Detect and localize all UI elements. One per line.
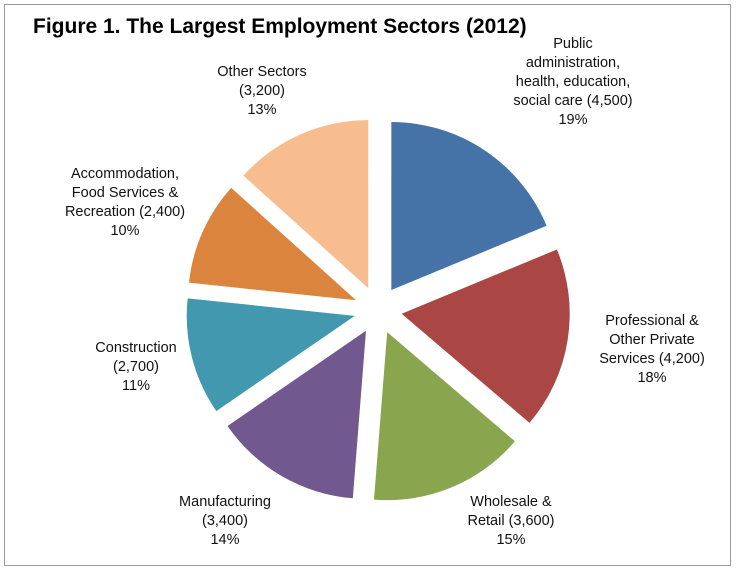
slice-label-line: Retail (3,600) bbox=[467, 513, 554, 529]
slice-label-line: 19% bbox=[558, 112, 587, 128]
pie-slice-construction bbox=[186, 298, 355, 412]
pie-slice-professional-other-private-services bbox=[401, 249, 570, 423]
slice-label-line: (3,200) bbox=[239, 83, 285, 99]
slice-label-line: administration, bbox=[526, 55, 620, 71]
slice-label-line: health, education, bbox=[516, 74, 630, 90]
slice-label-line: Services (4,200) bbox=[599, 351, 705, 367]
slice-label-line: 15% bbox=[496, 532, 525, 548]
slice-label-line: (3,400) bbox=[202, 513, 248, 529]
pie-slice-other-sectors bbox=[243, 120, 369, 289]
slice-label: Other Sectors (3,200) 13% bbox=[217, 64, 306, 118]
slice-label-line: Wholesale & bbox=[470, 494, 552, 510]
slice-label-line: 18% bbox=[637, 370, 666, 386]
pie-slice-public-administration-health-education-social-care bbox=[391, 122, 547, 291]
slice-label-line: Food Services & bbox=[72, 185, 179, 201]
slice-label: Professional & Other Private Services (4,2… bbox=[599, 313, 705, 386]
slice-label-line: social care (4,500) bbox=[513, 93, 632, 109]
slice-label-line: Other Sectors bbox=[217, 64, 306, 80]
slice-label-line: Manufacturing bbox=[179, 494, 271, 510]
slice-label-line: Public bbox=[553, 36, 593, 52]
pie-slice-manufacturing bbox=[227, 330, 366, 499]
slice-label-line: Recreation (2,400) bbox=[65, 204, 185, 220]
slice-label: Accommodation, Food Services & Recreation … bbox=[65, 166, 185, 239]
slice-label: Construction (2,700) 11% bbox=[95, 340, 176, 394]
slice-label-line: 11% bbox=[122, 378, 150, 394]
slice-label: Manufacturing (3,400) 14% bbox=[179, 494, 271, 548]
slice-label-line: 13% bbox=[247, 102, 276, 118]
slice-label-line: Other Private bbox=[609, 332, 694, 348]
slice-label: Wholesale & Retail (3,600) 15% bbox=[467, 494, 554, 548]
slice-label-line: Construction bbox=[95, 340, 176, 356]
slice-label-line: (2,700) bbox=[113, 359, 159, 375]
chart-title: Figure 1. The Largest Employment Sectors… bbox=[33, 15, 527, 38]
slice-label-line: 10% bbox=[110, 223, 139, 239]
slice-label: Public administration, health, education, s… bbox=[513, 36, 632, 128]
slice-label-line: Professional & bbox=[605, 313, 699, 329]
pie-slice-wholesale-retail bbox=[374, 332, 515, 501]
pie-slice-accommodation-food-services-recreation bbox=[188, 187, 357, 301]
slice-label-line: 14% bbox=[210, 532, 239, 548]
slice-label-line: Accommodation, bbox=[71, 166, 179, 182]
